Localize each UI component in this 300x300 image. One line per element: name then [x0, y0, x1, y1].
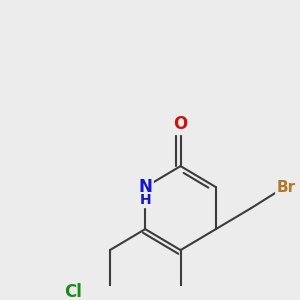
Text: Br: Br: [277, 180, 296, 195]
Text: Cl: Cl: [64, 283, 82, 300]
Text: H: H: [140, 194, 151, 208]
Text: N: N: [138, 178, 152, 196]
Text: O: O: [173, 115, 188, 133]
